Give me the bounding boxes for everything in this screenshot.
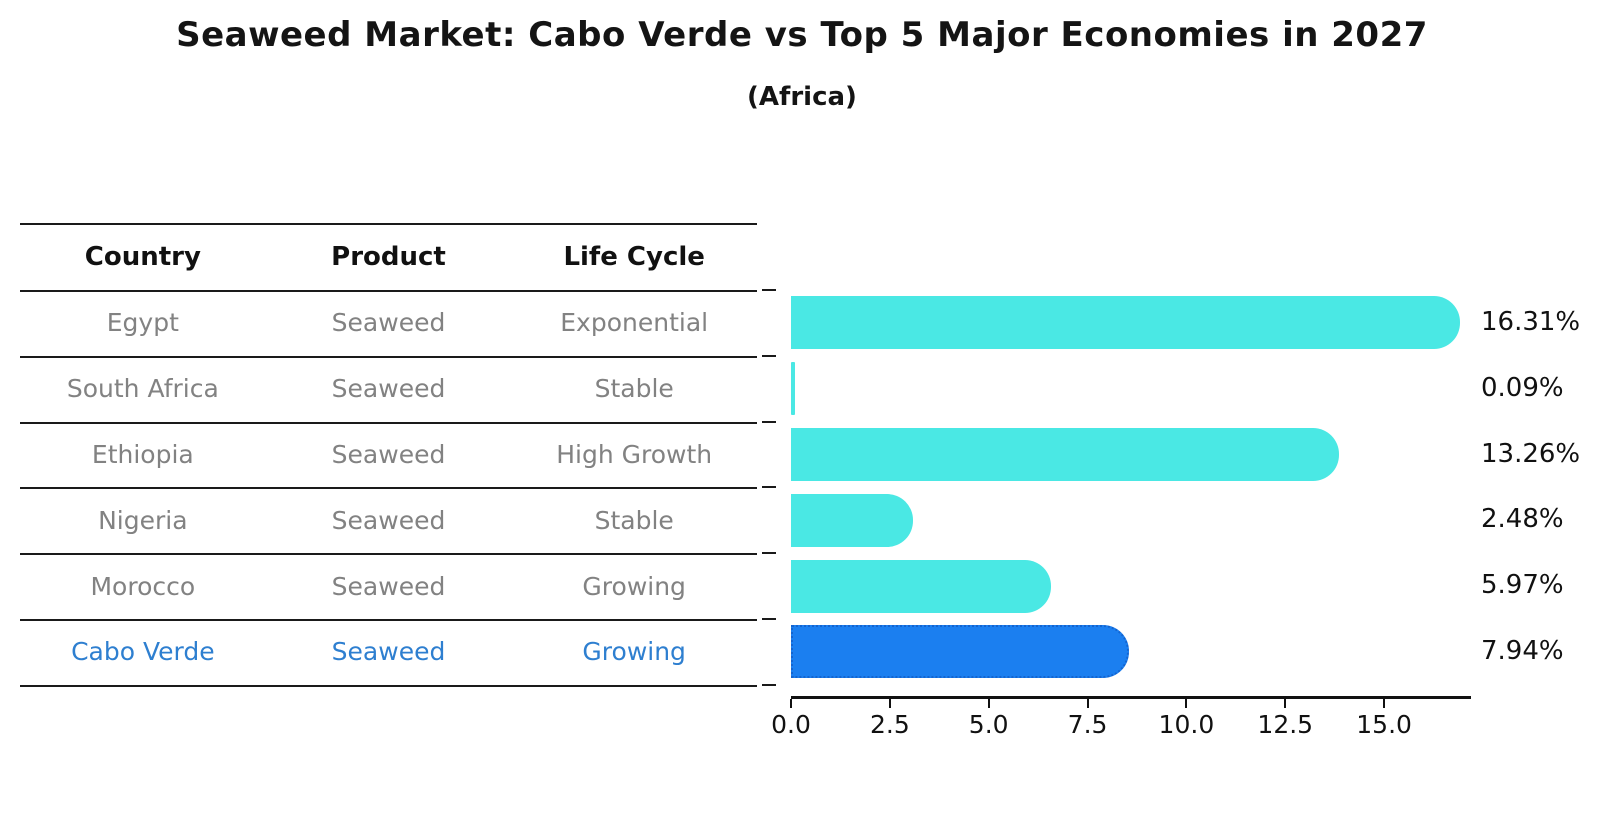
value-label: 0.09%: [1481, 372, 1564, 403]
chart-title: Seaweed Market: Cabo Verde vs Top 5 Majo…: [176, 15, 1428, 55]
value-label: 5.97%: [1481, 570, 1564, 601]
table-top-rule: [20, 223, 757, 225]
x-tick-mark: [888, 699, 891, 708]
table-cell-product: Seaweed: [331, 637, 446, 667]
table-header-row: Country Product Life Cycle: [20, 223, 757, 290]
table-row-rule: [20, 421, 757, 424]
table-header-cell: Life Cycle: [563, 241, 705, 272]
y-tick-mark: [762, 552, 776, 555]
x-tick-mark: [1383, 699, 1386, 708]
x-tick-mark: [1185, 699, 1188, 708]
bar-ethiopia: [791, 428, 1340, 481]
table-row-rule: [20, 684, 757, 687]
x-tick-label: 0.0: [771, 710, 811, 739]
x-tick-label: 12.5: [1257, 710, 1314, 739]
table-cell-life-cycle: Growing: [582, 571, 686, 601]
table-cell-country: Cabo Verde: [71, 637, 215, 667]
table-cell-product: Seaweed: [331, 439, 446, 469]
y-tick-mark: [762, 289, 776, 291]
table-row: Ethiopia Seaweed High Growth: [20, 422, 757, 488]
table-row: Morocco Seaweed Growing: [20, 553, 757, 619]
table-row: Nigeria Seaweed Stable: [20, 487, 757, 553]
value-label: 7.94%: [1481, 635, 1564, 666]
table-row-rule: [20, 553, 757, 556]
chart-subtitle: (Africa): [747, 82, 857, 112]
y-tick-mark: [762, 354, 776, 357]
table-header-cell: Product: [331, 241, 446, 272]
table-cell-product: Seaweed: [331, 308, 446, 338]
table-cell-country: Egypt: [106, 308, 179, 338]
value-label: 16.31%: [1481, 306, 1581, 337]
bar-morocco: [791, 559, 1052, 613]
table-cell-country: South Africa: [66, 374, 219, 404]
value-label: 2.48%: [1481, 504, 1564, 535]
table-row: Cabo Verde Seaweed Growing: [20, 619, 757, 685]
table-cell-product: Seaweed: [331, 505, 446, 535]
table-row-rule: [20, 355, 757, 358]
table-cell-product: Seaweed: [331, 571, 446, 601]
bar-cabo-verde: [791, 625, 1129, 679]
bar-egypt: [791, 296, 1460, 350]
table-cell-country: Nigeria: [98, 505, 188, 535]
table-row: Egypt Seaweed Exponential: [20, 290, 757, 356]
x-tick-label: 10.0: [1158, 710, 1215, 739]
value-label: 13.26%: [1481, 438, 1581, 469]
x-tick-mark: [987, 699, 990, 708]
table-cell-life-cycle: Stable: [594, 374, 674, 404]
table-cell-life-cycle: Exponential: [560, 308, 709, 338]
x-tick-label: 15.0: [1356, 710, 1412, 739]
x-tick-label: 2.5: [869, 710, 910, 739]
table-cell-life-cycle: Stable: [594, 505, 674, 535]
table-header-cell: Country: [84, 241, 201, 272]
table-cell-life-cycle: Growing: [582, 637, 686, 667]
bar-nigeria: [791, 493, 914, 547]
table-cell-life-cycle: High Growth: [556, 439, 713, 469]
table-cell-country: Ethiopia: [91, 439, 194, 469]
table-cell-country: Morocco: [90, 571, 196, 601]
table-row-rule: [20, 619, 757, 621]
x-axis-line: [791, 696, 1471, 699]
y-tick-mark: [762, 618, 776, 620]
y-tick-mark: [762, 420, 776, 423]
table-row: South Africa Seaweed Stable: [20, 356, 757, 422]
bar-south-africa: [791, 362, 795, 416]
x-tick-mark: [1086, 699, 1089, 708]
table-header-rule: [20, 290, 757, 292]
table-row-rule: [20, 487, 757, 490]
x-tick-label: 5.0: [968, 710, 1009, 739]
table-cell-product: Seaweed: [331, 374, 446, 404]
x-tick-mark: [790, 699, 792, 708]
x-tick-label: 7.5: [1067, 710, 1108, 739]
x-tick-mark: [1284, 699, 1287, 708]
y-tick-mark: [762, 683, 776, 686]
y-tick-mark: [762, 486, 776, 489]
